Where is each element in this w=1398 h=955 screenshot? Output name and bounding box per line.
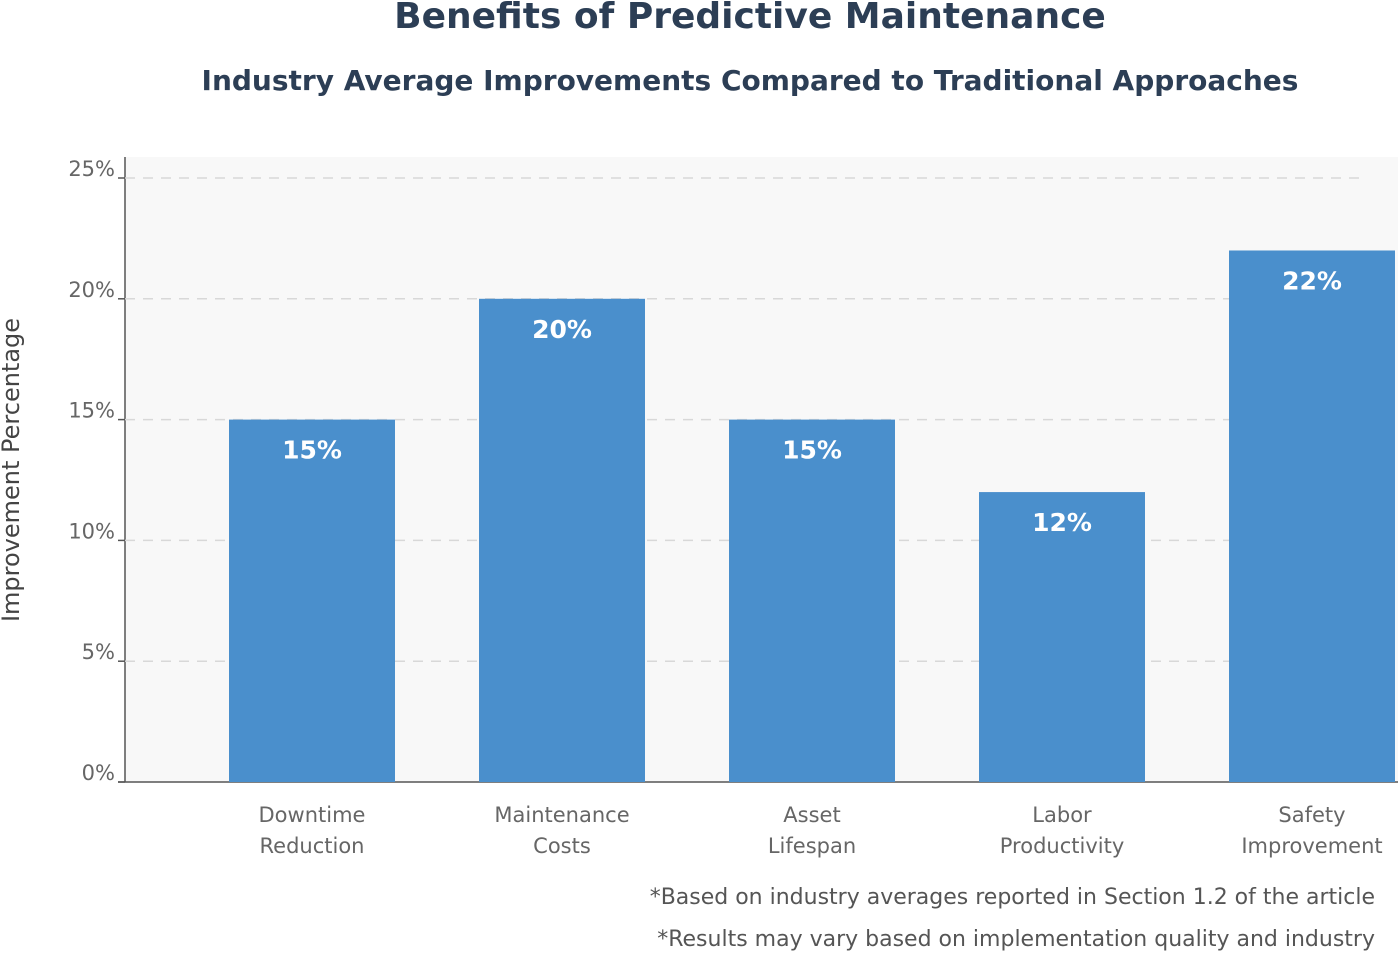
data-label: 22% bbox=[1282, 266, 1342, 295]
y-tick-label: 5% bbox=[82, 640, 115, 664]
footnote: *Based on industry averages reported in … bbox=[650, 885, 1375, 910]
chart-subtitle: Industry Average Improvements Compared t… bbox=[202, 64, 1299, 97]
y-tick-label: 0% bbox=[82, 761, 115, 785]
footnote: *Results may vary based on implementatio… bbox=[657, 927, 1375, 952]
data-label: 15% bbox=[282, 436, 342, 465]
x-tick-label: Downtime bbox=[259, 803, 366, 827]
y-tick-label: 10% bbox=[68, 519, 115, 543]
y-tick-label: 15% bbox=[68, 399, 115, 423]
x-tick-label: Maintenance bbox=[494, 803, 629, 827]
x-tick-label: Productivity bbox=[1000, 834, 1125, 858]
x-tick-label: Reduction bbox=[260, 834, 365, 858]
x-tick-label: Improvement bbox=[1241, 834, 1382, 858]
x-tick-label: Labor bbox=[1032, 803, 1092, 827]
y-tick-label: 20% bbox=[68, 278, 115, 302]
bar bbox=[479, 298, 645, 782]
bar bbox=[979, 492, 1145, 782]
data-label: 12% bbox=[1032, 508, 1092, 537]
y-axis-label: Improvement Percentage bbox=[0, 318, 25, 622]
bar bbox=[229, 419, 395, 782]
chart-title: Benefits of Predictive Maintenance bbox=[394, 0, 1106, 37]
y-tick-label: 25% bbox=[68, 157, 115, 181]
data-label: 15% bbox=[782, 436, 842, 465]
x-tick-label: Costs bbox=[533, 834, 591, 858]
bar bbox=[1229, 250, 1395, 783]
x-tick-label: Lifespan bbox=[768, 834, 856, 858]
x-tick-label: Asset bbox=[783, 803, 840, 827]
x-tick-label: Safety bbox=[1278, 803, 1345, 827]
data-label: 20% bbox=[532, 315, 592, 344]
bar bbox=[729, 419, 895, 782]
